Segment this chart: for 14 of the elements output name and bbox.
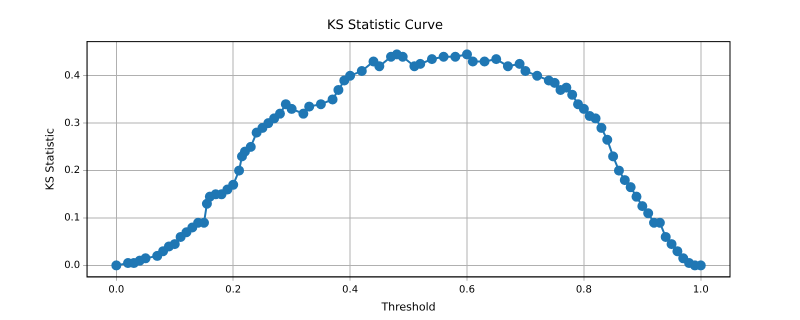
y-axis-title: KS Statistic <box>43 128 56 190</box>
x-tick-label: 0.2 <box>225 284 242 296</box>
x-axis-title: Threshold <box>380 300 436 314</box>
x-tick-label: 0.8 <box>576 284 592 296</box>
y-tick-label: 0.0 <box>64 260 80 272</box>
x-tick-label: 0.0 <box>108 284 124 296</box>
x-tick-label: 0.4 <box>342 284 358 296</box>
y-tick-label: 0.3 <box>64 118 80 129</box>
y-tick-label: 0.1 <box>64 212 80 224</box>
x-tick-label: 0.6 <box>459 284 475 296</box>
y-tick-label: 0.4 <box>64 70 80 82</box>
chart-title: KS Statistic Curve <box>326 18 444 34</box>
y-tick-label: 0.2 <box>64 165 80 176</box>
x-tick-label: 1.0 <box>692 284 709 296</box>
